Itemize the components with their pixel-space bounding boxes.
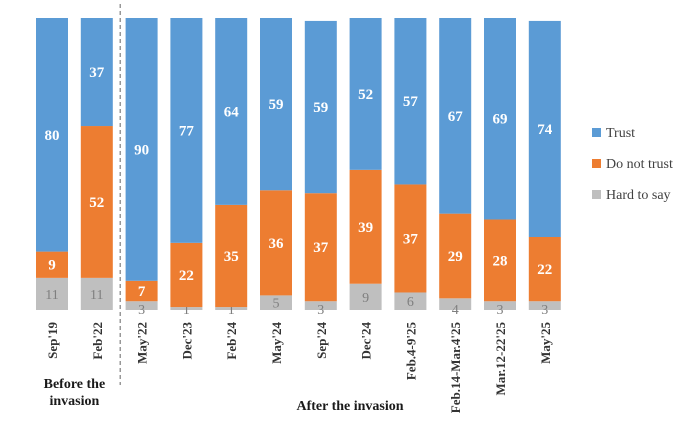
- data-label: 64: [224, 104, 240, 120]
- legend-swatch-do-not-trust: [592, 159, 601, 168]
- bar-do-not-trust-feb-24: [215, 204, 248, 308]
- tick-label: Feb.14-Mar.4'25: [448, 322, 463, 414]
- data-label: 35: [224, 249, 239, 265]
- tick-label: Feb'22: [90, 322, 105, 360]
- bar-hard-to-say-may-22: [125, 301, 158, 310]
- group-label: Before the: [44, 377, 106, 392]
- bar-do-not-trust-sep-24: [304, 193, 337, 302]
- data-label: 1: [183, 303, 190, 318]
- bar-do-not-trust-dec-24: [349, 169, 382, 284]
- bar-trust-sep-19: [36, 18, 68, 252]
- legend-swatch-trust: [592, 128, 601, 137]
- data-label: 5: [273, 297, 280, 312]
- bar-hard-to-say-may-25: [528, 301, 561, 310]
- data-label: 11: [45, 288, 58, 303]
- tick-label: May'25: [538, 322, 553, 364]
- bar-trust-may-22: [125, 18, 158, 281]
- data-label: 3: [317, 303, 324, 318]
- data-label: 1: [228, 303, 235, 318]
- data-label: 36: [269, 236, 285, 252]
- bar-hard-to-say-dec-24: [349, 283, 382, 310]
- bar-hard-to-say-feb-14-mar-4-25: [439, 298, 472, 310]
- data-label: 7: [138, 284, 146, 300]
- bar-trust-dec-24: [349, 18, 382, 170]
- bar-hard-to-say-feb-22: [80, 277, 113, 310]
- data-label: 11: [90, 288, 103, 303]
- bar-hard-to-say-may-24: [260, 295, 292, 310]
- legend-label-trust: Trust: [606, 126, 635, 141]
- bar-do-not-trust-may-25: [528, 237, 561, 302]
- tick-label: May'24: [269, 322, 284, 364]
- bar-hard-to-say-sep-19: [36, 277, 68, 310]
- tick-label: Mar.12-22'25: [493, 322, 508, 396]
- data-label: 80: [45, 128, 60, 144]
- bar-trust-feb-24: [215, 18, 248, 205]
- bar-do-not-trust-dec-23: [170, 242, 203, 308]
- data-label: 59: [313, 100, 328, 116]
- bar-hard-to-say-dec-23: [170, 307, 203, 310]
- bar-hard-to-say-mar-12-22-25: [484, 301, 516, 310]
- data-label: 28: [493, 253, 508, 269]
- bar-trust-feb-22: [80, 18, 113, 127]
- data-label: 37: [89, 65, 105, 81]
- data-label: 9: [362, 291, 369, 306]
- tick-label: Dec'23: [179, 322, 194, 360]
- tick-label: Dec'24: [359, 322, 374, 360]
- bar-trust-mar-12-22-25: [484, 18, 516, 220]
- tick-label: Feb.4-9'25: [403, 322, 418, 381]
- bar-do-not-trust-sep-19: [36, 251, 68, 278]
- bar-hard-to-say-feb-4-9-25: [394, 292, 427, 310]
- data-label: 22: [537, 262, 552, 278]
- tick-label: Sep'24: [314, 322, 329, 359]
- bar-trust-may-24: [260, 18, 292, 191]
- data-label: 29: [448, 249, 463, 265]
- tick-label: Sep'19: [45, 322, 60, 359]
- data-label: 6: [407, 295, 414, 310]
- data-label: 74: [537, 122, 553, 138]
- data-label: 3: [541, 303, 548, 318]
- bar-trust-dec-23: [170, 18, 203, 243]
- data-label: 57: [403, 94, 419, 110]
- legend-label-do-not-trust: Do not trust: [606, 157, 673, 172]
- tick-label: May'22: [135, 322, 150, 364]
- data-label: 9: [48, 258, 56, 274]
- data-label: 3: [138, 303, 145, 318]
- data-label: 3: [497, 303, 504, 318]
- bar-do-not-trust-may-22: [125, 280, 158, 302]
- data-label: 77: [179, 123, 195, 139]
- bar-trust-sep-24: [304, 20, 337, 194]
- data-label: 59: [269, 97, 284, 113]
- legend-label-hard-to-say: Hard to say: [606, 188, 671, 203]
- data-label: 69: [493, 112, 508, 128]
- group-label: After the invasion: [296, 399, 403, 414]
- bar-do-not-trust-feb-22: [80, 126, 113, 278]
- tick-label: Feb'24: [224, 322, 239, 360]
- group-label: invasion: [49, 394, 99, 409]
- data-label: 37: [313, 240, 329, 256]
- bar-trust-feb-4-9-25: [394, 18, 427, 185]
- bar-do-not-trust-feb-4-9-25: [394, 184, 427, 293]
- bar-hard-to-say-feb-24: [215, 307, 248, 310]
- data-label: 37: [403, 231, 419, 247]
- data-label: 39: [358, 220, 373, 236]
- data-label: 22: [179, 268, 194, 284]
- data-label: 67: [448, 109, 464, 125]
- data-label: 52: [89, 195, 104, 211]
- data-label: 4: [452, 303, 459, 318]
- bar-hard-to-say-sep-24: [304, 301, 337, 310]
- legend-swatch-hard-to-say: [592, 190, 601, 199]
- bar-do-not-trust-feb-14-mar-4-25: [439, 213, 472, 299]
- data-label: 52: [358, 87, 373, 103]
- data-label: 90: [134, 142, 149, 158]
- bar-do-not-trust-may-24: [260, 190, 292, 296]
- bar-do-not-trust-mar-12-22-25: [484, 219, 516, 302]
- bar-trust-feb-14-mar-4-25: [439, 18, 472, 214]
- bar-trust-may-25: [528, 20, 561, 238]
